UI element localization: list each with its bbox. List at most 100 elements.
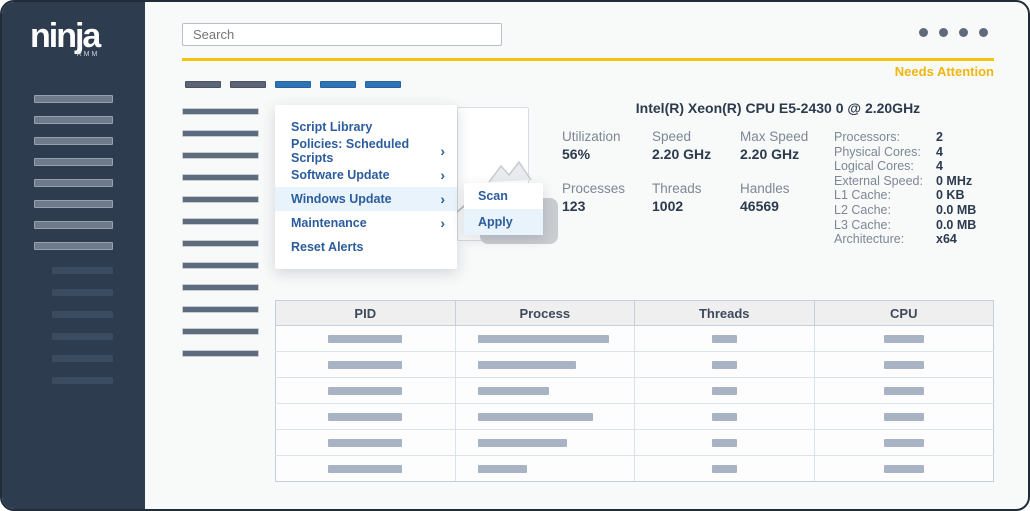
process-table: PID Process Threads CPU [275, 300, 994, 482]
cpu-spec-label: Processors: [834, 130, 900, 144]
cpu-spec-value: 2 [936, 130, 943, 144]
device-list-item-bar[interactable] [182, 262, 259, 269]
window-dot-icon [979, 28, 988, 37]
cell-placeholder-bar [883, 438, 924, 447]
table-cell [454, 377, 635, 404]
cpu-spec-label: Logical Cores: [834, 159, 914, 174]
cpu-spec-label: External Speed: [834, 173, 923, 188]
cpu-stat: Speed 2.20 GHz [652, 129, 740, 162]
device-list-item-bar[interactable] [182, 174, 259, 181]
sidebar-nav-item-bar[interactable] [34, 116, 113, 124]
cpu-spec-value: 0.0 MB [936, 217, 977, 232]
table-row[interactable] [275, 325, 994, 352]
table-row[interactable] [275, 403, 994, 430]
cpu-spec-label: L1 Cache: [834, 188, 891, 203]
sidebar-nav-item-bar[interactable] [34, 158, 113, 166]
cell-placeholder-bar [328, 360, 403, 369]
device-list-item-bar[interactable] [182, 328, 259, 335]
device-list-item-bar[interactable] [182, 240, 259, 247]
submenu-item-scan[interactable]: Scan [464, 183, 543, 209]
sidebar-secondary-item-bar [52, 311, 113, 318]
table-cell [454, 403, 635, 430]
cpu-spec-row: L3 Cache: 0.0 MB [834, 218, 996, 233]
device-list-item-bar[interactable] [182, 306, 259, 313]
tab-skeleton-4[interactable] [365, 81, 401, 88]
table-cell [634, 455, 815, 482]
window-dot-icon [939, 28, 948, 37]
tab-skeleton-3[interactable] [320, 81, 356, 88]
tab-skeleton-2[interactable] [275, 81, 311, 88]
table-cell [275, 351, 456, 378]
table-cell [813, 377, 994, 404]
ninja-rmm-logo: ninja RMM [30, 17, 101, 58]
table-cell [275, 403, 456, 430]
submenu-item-label: Apply [478, 215, 513, 229]
tab-skeleton-0[interactable] [185, 81, 221, 88]
sidebar-nav-item-bar[interactable] [34, 95, 113, 103]
cell-placeholder-bar [711, 386, 737, 395]
table-cell [634, 351, 815, 378]
window-dot-icon [959, 28, 968, 37]
sidebar-nav-item-bar[interactable] [34, 221, 113, 229]
cell-placeholder-bar [711, 334, 737, 343]
device-list-item-bar[interactable] [182, 350, 259, 357]
device-list-item-bar[interactable] [182, 152, 259, 159]
menu-item-policies-scheduled-scripts[interactable]: Policies: Scheduled Scripts › [275, 137, 457, 165]
cpu-spec-row: External Speed: 0 MHz [834, 174, 996, 189]
menu-item-windows-update[interactable]: Windows Update › [275, 187, 457, 211]
table-cell [813, 351, 994, 378]
table-cell [275, 455, 456, 482]
table-cell [275, 429, 456, 456]
device-list-item-bar[interactable] [182, 196, 259, 203]
search-input[interactable] [182, 23, 502, 46]
cell-placeholder-bar [477, 464, 527, 473]
table-row[interactable] [275, 351, 994, 378]
table-row[interactable] [275, 455, 994, 482]
sidebar-nav-item-bar[interactable] [34, 137, 113, 145]
cpu-spec-row: Architecture: x64 [834, 232, 996, 247]
sidebar-nav-item-bar[interactable] [34, 200, 113, 208]
menu-item-script-library[interactable]: Script Library [275, 115, 457, 139]
cpu-spec-row: L1 Cache: 0 KB [834, 188, 996, 203]
sidebar-nav-item-bar[interactable] [34, 179, 113, 187]
menu-item-label: Policies: Scheduled Scripts [291, 137, 410, 165]
cpu-spec-value: 0 MHz [936, 173, 973, 188]
cpu-spec-list: Processors: 2 Physical Cores: 4 Logical Core… [834, 130, 996, 247]
attention-divider [182, 58, 994, 61]
cpu-stat-value: 1002 [652, 198, 684, 214]
cpu-stat-label: Processes [562, 181, 626, 196]
cpu-stat: Threads 1002 [652, 181, 740, 214]
device-list-item-bar[interactable] [182, 108, 259, 115]
menu-item-maintenance[interactable]: Maintenance › [275, 211, 457, 235]
menu-item-reset-alerts[interactable]: Reset Alerts [275, 235, 457, 259]
table-cell [634, 325, 815, 352]
cpu-spec-value: 0.0 MB [936, 202, 977, 217]
sidebar-secondary-item-bar [52, 333, 113, 340]
menu-item-label: Maintenance [291, 216, 367, 230]
device-list-item-bar[interactable] [182, 130, 259, 137]
logo-wordmark: ninja [30, 17, 101, 55]
table-cell [813, 403, 994, 430]
cell-placeholder-bar [711, 438, 737, 447]
submenu-item-apply[interactable]: Apply [464, 209, 543, 235]
menu-item-software-update[interactable]: Software Update › [275, 163, 457, 187]
sidebar-nav-item-bar[interactable] [34, 242, 113, 250]
table-row[interactable] [275, 429, 994, 456]
table-row[interactable] [275, 377, 994, 404]
cpu-spec-row: Physical Cores: 4 [834, 145, 996, 160]
cpu-spec-value: 4 [936, 159, 943, 174]
device-list-item-bar[interactable] [182, 218, 259, 225]
cell-placeholder-bar [328, 464, 403, 473]
table-cell [454, 455, 635, 482]
cpu-stat-value: 123 [562, 198, 586, 214]
cell-placeholder-bar [883, 334, 924, 343]
cell-placeholder-bar [328, 334, 403, 343]
tab-skeleton-1[interactable] [230, 81, 266, 88]
device-list-item-bar[interactable] [182, 284, 259, 291]
column-header-process: Process [454, 300, 635, 326]
context-menu: Script Library Policies: Scheduled Script… [275, 105, 457, 269]
window-dot-icon [919, 28, 928, 37]
cpu-spec-row: L2 Cache: 0.0 MB [834, 203, 996, 218]
cpu-stat-label: Utilization [562, 129, 621, 144]
